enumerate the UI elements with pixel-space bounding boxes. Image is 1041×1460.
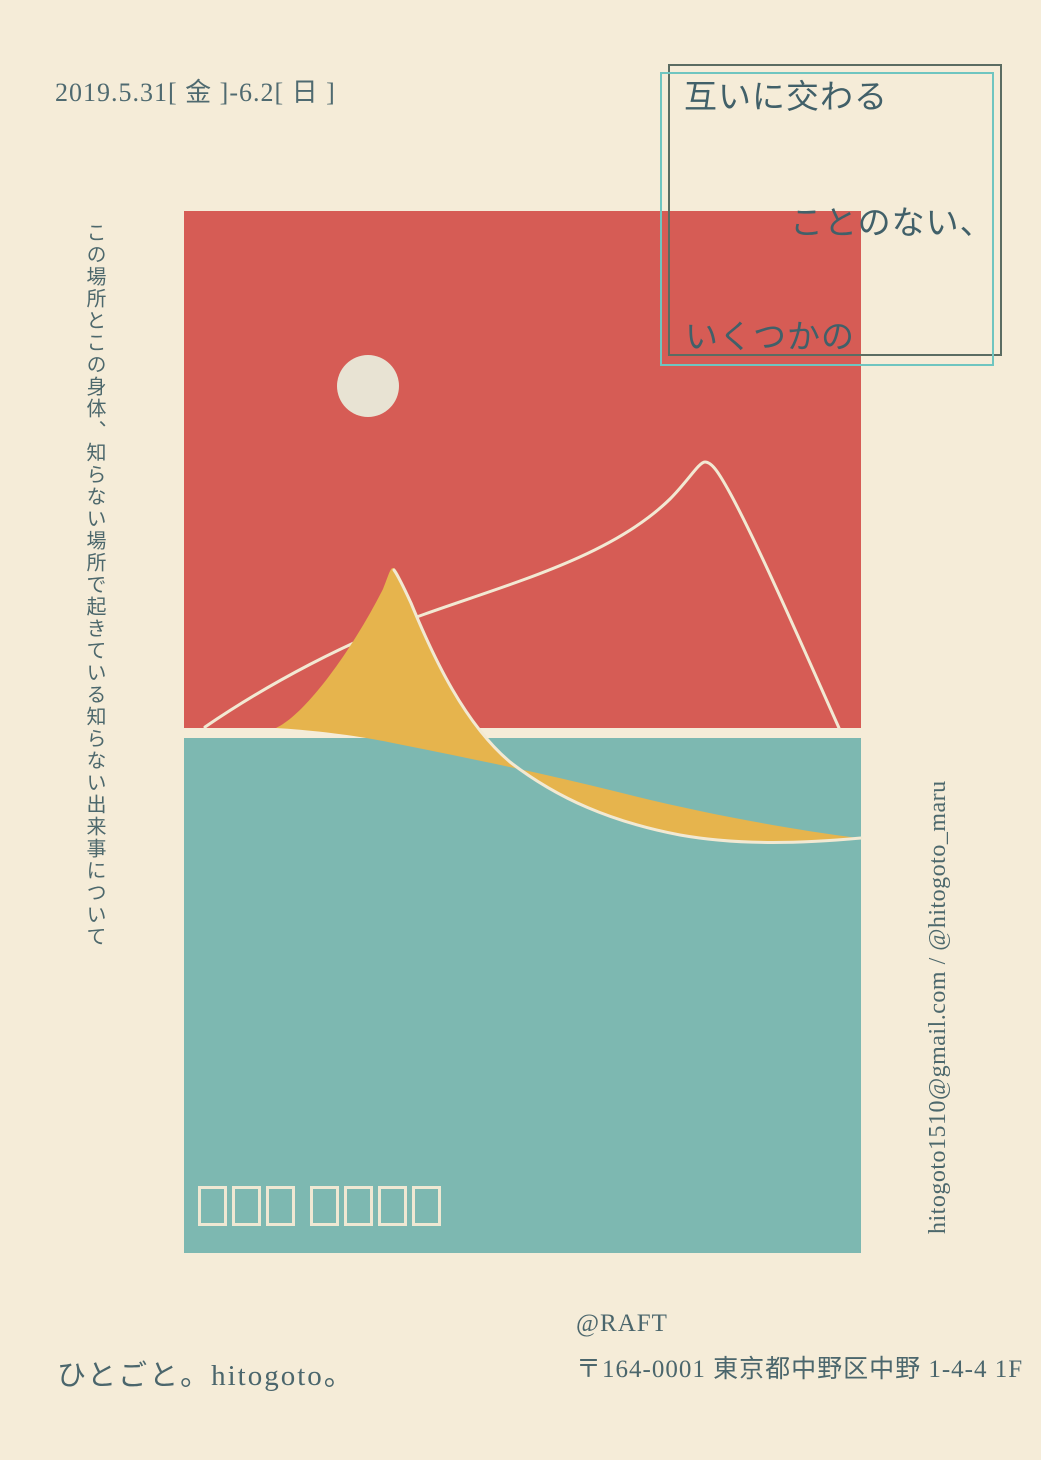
vertical-quote: この場所とこの身体、知らない場所で起きている知らない出来事について xyxy=(83,222,105,948)
headline-line-2: ことのない、 xyxy=(790,206,994,242)
glyph-placeholder-box xyxy=(232,1186,261,1226)
event-title: ひとごと。hitogoto。 xyxy=(57,1360,355,1392)
glyph-placeholder-box xyxy=(198,1186,227,1226)
glyph-placeholder-box xyxy=(378,1186,407,1226)
headline-frame-teal xyxy=(660,72,994,366)
headline-frame-dark xyxy=(668,64,1002,356)
venue-address: 〒164-0001 東京都中野区中野 1-4-4 1F xyxy=(576,1356,1024,1383)
glyph-box-row xyxy=(198,1186,446,1226)
yellow-wave-mountain xyxy=(276,568,858,843)
headline-line-1: 互いに交わる xyxy=(684,80,888,116)
moon-circle xyxy=(337,355,399,417)
glyph-placeholder-box xyxy=(266,1186,295,1226)
event-date: 2019.5.31[ 金 ]-6.2[ 日 ] xyxy=(55,78,336,107)
venue-name: @RAFT xyxy=(576,1310,668,1337)
glyph-placeholder-box xyxy=(310,1186,339,1226)
contact-vertical-text: hitogoto1510@gmail.com / @hitogoto_maru xyxy=(925,780,951,1234)
mountain-outline-curve xyxy=(392,568,863,844)
teal-square xyxy=(184,738,861,1253)
headline-line-3: いくつかの xyxy=(685,320,855,356)
glyph-placeholder-box xyxy=(344,1186,373,1226)
red-square xyxy=(184,211,861,728)
glyph-placeholder-box xyxy=(412,1186,441,1226)
